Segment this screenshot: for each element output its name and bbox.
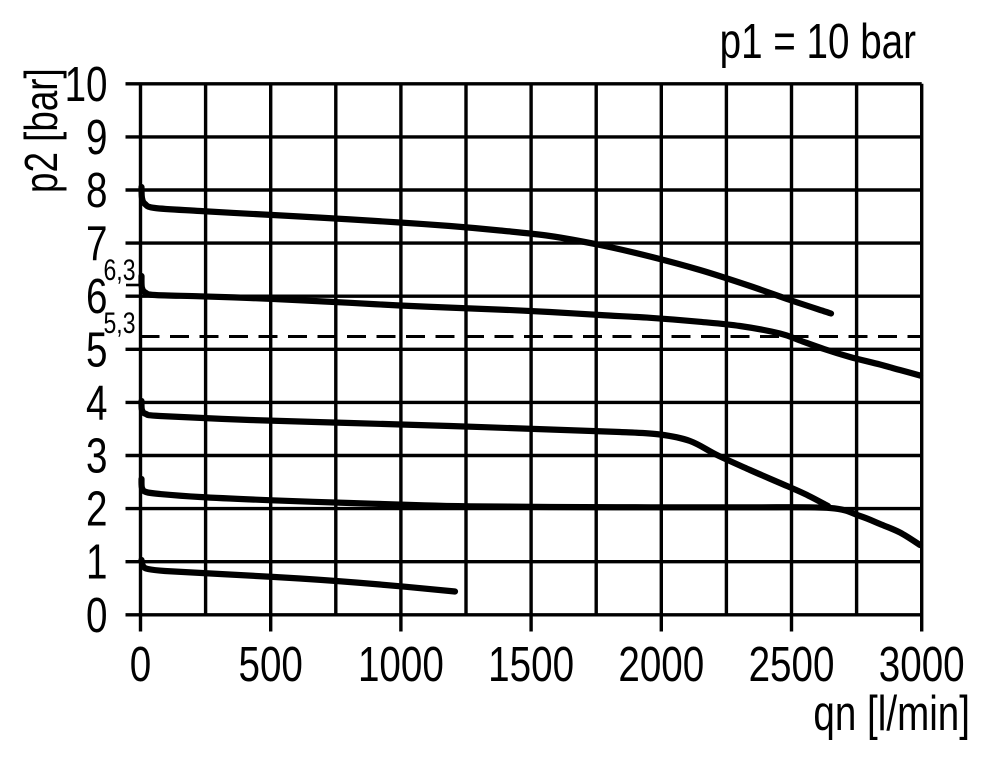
svg-text:0: 0 bbox=[130, 638, 151, 693]
svg-text:7: 7 bbox=[86, 217, 107, 272]
svg-text:3000: 3000 bbox=[879, 638, 965, 693]
svg-text:6,3: 6,3 bbox=[104, 253, 136, 286]
svg-text:qn [l/min]: qn [l/min] bbox=[813, 687, 970, 742]
svg-text:5,3: 5,3 bbox=[104, 306, 136, 339]
svg-text:1: 1 bbox=[86, 535, 107, 590]
svg-text:0: 0 bbox=[86, 588, 107, 643]
svg-text:1500: 1500 bbox=[488, 638, 574, 693]
svg-text:8: 8 bbox=[86, 164, 107, 219]
svg-text:9: 9 bbox=[86, 110, 107, 165]
svg-text:2500: 2500 bbox=[749, 638, 835, 693]
svg-text:3: 3 bbox=[86, 429, 107, 484]
svg-text:p1 = 10 bar: p1 = 10 bar bbox=[720, 15, 917, 70]
svg-text:500: 500 bbox=[238, 638, 302, 693]
svg-text:p2 [bar]: p2 [bar] bbox=[15, 68, 67, 193]
svg-text:4: 4 bbox=[86, 376, 107, 431]
svg-text:6: 6 bbox=[86, 270, 107, 325]
svg-text:10: 10 bbox=[65, 57, 108, 112]
svg-text:5: 5 bbox=[86, 323, 107, 378]
svg-text:2000: 2000 bbox=[618, 638, 704, 693]
svg-text:2: 2 bbox=[86, 482, 107, 537]
svg-text:1000: 1000 bbox=[358, 638, 444, 693]
